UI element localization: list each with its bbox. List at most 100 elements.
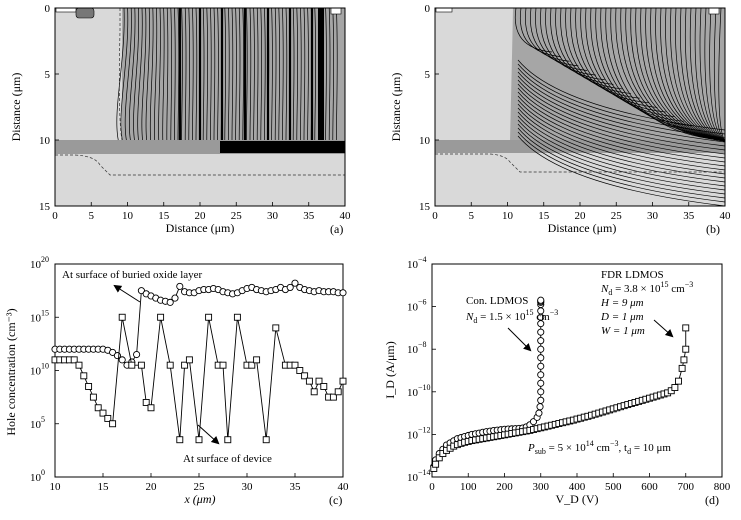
panel-c-series-device-surface-point — [233, 313, 241, 321]
panel-c-series-buried-oxide-point — [291, 279, 299, 287]
panel-c-caption: (c) — [329, 493, 342, 507]
panel-d-series-fdr-ldmos-point — [432, 460, 440, 468]
panel-d-xtick-label: 100 — [460, 481, 477, 493]
panel-c-ytick-exponent: 15 — [41, 308, 49, 317]
panel-d-xtick-label: 200 — [496, 481, 513, 493]
panel-c-xtick-label: 25 — [194, 481, 206, 493]
panel-a-xlabel: Distance (μm) — [166, 221, 235, 235]
panel-a-contour-line — [120, 7, 129, 141]
panel-c-series-device-surface-point — [109, 420, 117, 428]
panel-a-xtick-label: 25 — [231, 210, 243, 222]
panel-d-ytick-exponent: −8 — [418, 340, 427, 349]
panel-b-xtick-label: 30 — [647, 210, 659, 222]
panel-a-contour-line — [264, 7, 266, 141]
panel-a-contour-line — [260, 7, 263, 141]
panel-a-contour-line — [307, 7, 309, 141]
panel-c-annotation-device: At surface of device — [183, 453, 272, 465]
panel-a-contour-line — [170, 7, 173, 141]
panel-d-ytick-exponent: −14 — [418, 468, 431, 477]
panel-b-xtick-label: 20 — [575, 210, 587, 222]
panel-b-contours — [514, 7, 726, 207]
panel-a-contour-line — [274, 7, 277, 141]
panel-b-contour-line — [530, 7, 579, 67]
panel-b-contour-line — [540, 7, 596, 76]
panel-a-contour-line — [332, 7, 335, 141]
panel-d-series-con-ldmos-point — [536, 403, 544, 411]
panel-c-xtick-label: 40 — [338, 481, 350, 493]
panel-d-fdr-d: D = 1 μm — [600, 311, 644, 323]
panel-c-series-buried-oxide-point — [176, 282, 184, 290]
panel-c-series-buried-oxide-point — [166, 298, 174, 306]
panel-a-contour-line — [128, 7, 136, 141]
panel-a-contour-line — [166, 7, 169, 141]
panel-c-series-device-surface-point — [296, 367, 304, 374]
panel-a-xtick-label: 30 — [267, 210, 279, 222]
panel-a-contour-line — [249, 7, 252, 141]
panel-c-series-device-surface-point — [310, 388, 318, 396]
panel-a-ytick-label: 15 — [39, 201, 51, 213]
panel-d-fdr-nd: Nd = 3.8 × 1015 cm−3 — [600, 280, 693, 297]
panel-c-series-buried-oxide-point — [118, 356, 126, 364]
panel-a-contour-line — [285, 7, 288, 141]
panel-c-ytick-label: 10 — [30, 419, 42, 431]
panel-c-xtick-label: 20 — [146, 481, 158, 493]
panel-a-ytick-label: 10 — [39, 135, 51, 147]
panel-c-ytick-exponent: 10 — [41, 362, 49, 371]
panel-d-psub: Psub = 5 × 1014 cm−3, td = 10 μm — [527, 439, 671, 456]
panel-d-arrow-fdr — [653, 319, 674, 338]
panel-a-contour-line — [238, 7, 241, 141]
panel-a-source-block — [55, 7, 77, 13]
panel-c-series-device-surface-point — [99, 409, 107, 417]
panel-c-series-device-surface-point — [147, 404, 155, 412]
panel-c-xtick-label: 15 — [98, 481, 110, 493]
panel-a-contour-line — [188, 7, 191, 141]
panel-a-contour-line — [271, 7, 273, 141]
panel-b-xtick-label: 40 — [720, 210, 732, 222]
panel-a-xtick-label: 10 — [122, 210, 134, 222]
panel-d-ytick-label: 10 — [407, 387, 419, 399]
panel-b-contour-line — [517, 63, 726, 135]
panel-a-contour-line — [213, 7, 216, 141]
panel-d-xlabel: V_D (V) — [556, 492, 599, 506]
panel-c-series-device-surface-point — [334, 388, 342, 396]
panel-a-ytick-label: 5 — [45, 69, 51, 81]
panel-b-contour-line — [517, 123, 726, 195]
panel-d-series-fdr-ldmos-point — [675, 377, 682, 385]
panel-c-series-device-surface-point — [219, 361, 227, 369]
panel-d-ytick-label: 10 — [407, 472, 419, 484]
panel-d-series-fdr-ldmos-point — [678, 364, 686, 372]
panel-d-fdr-title: FDR LDMOS — [601, 269, 664, 281]
panel-d-series-con-ldmos-point — [537, 371, 545, 379]
panel-a-contour-line — [174, 7, 176, 141]
panel-a-contour-line — [124, 7, 132, 141]
panel-a-contour-line — [292, 7, 295, 141]
panel-b-contour-line — [525, 7, 570, 62]
panel-c-series-device-surface-point — [137, 361, 145, 369]
panel-c-series-buried-oxide-point — [171, 294, 179, 302]
panel-c-series-device-surface-point — [205, 313, 213, 321]
panel-a-contour-line — [217, 7, 219, 141]
panel-d-series-con-ldmos-point — [537, 328, 545, 336]
panel-a-xtick-label: 20 — [195, 210, 207, 222]
panel-a-ylabel: Distance (μm) — [9, 73, 23, 142]
panel-a-contour-line — [246, 7, 248, 141]
panel-a-contour-line — [137, 7, 143, 141]
panel-b-contour-line — [575, 7, 658, 108]
panel-a-xtick-label: 40 — [340, 210, 352, 222]
panel-a-xtick-label: 0 — [52, 210, 58, 222]
panel-b-ytick-label: 10 — [419, 135, 431, 147]
panel-c-series-device-surface-point — [305, 377, 313, 385]
panel-d-series-fdr-ldmos-point — [435, 454, 443, 462]
panel-b-contour-line — [517, 79, 726, 151]
panel-c-series-device-surface-point — [128, 361, 136, 369]
panel-c-series-device-surface-line — [55, 317, 344, 440]
panel-c-ytick-label: 10 — [30, 472, 42, 484]
panel-c-series-device-surface-point — [75, 361, 83, 369]
panel-c-series-device-surface-point — [224, 436, 232, 444]
panel-b-contour-line — [517, 111, 726, 183]
panel-b-xlabel: Distance (μm) — [548, 221, 617, 235]
panel-c-series-device-surface-point — [176, 436, 184, 444]
panel-c-series-device-surface-point — [142, 399, 150, 406]
